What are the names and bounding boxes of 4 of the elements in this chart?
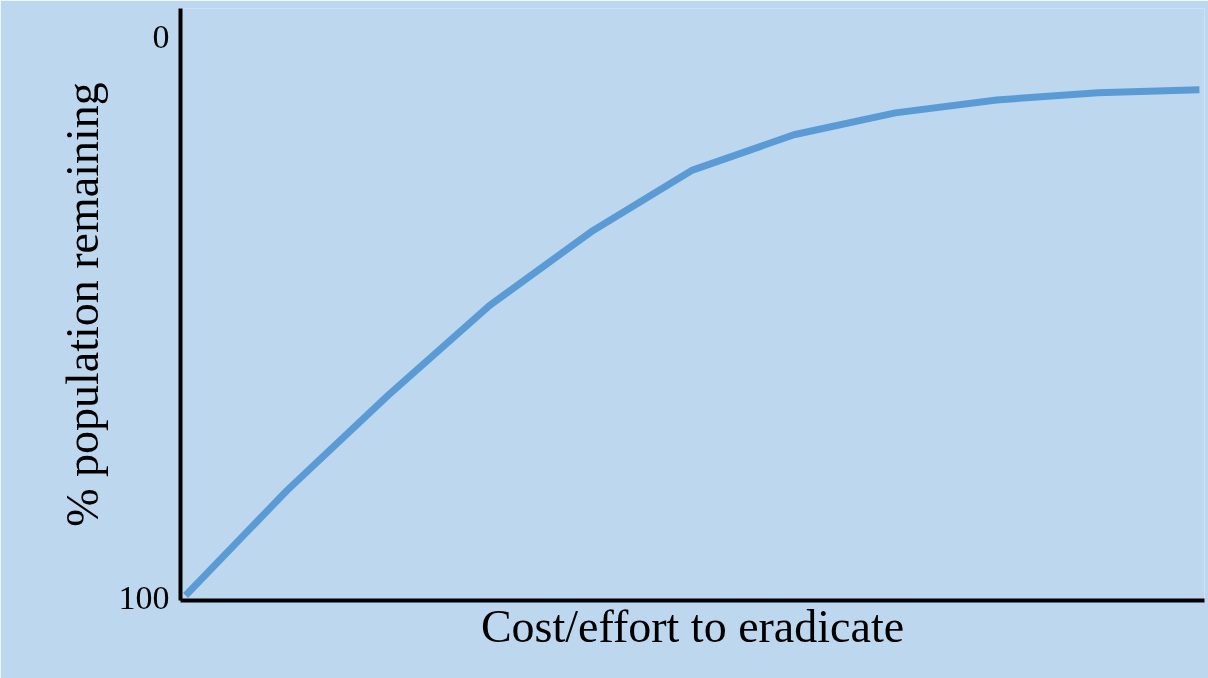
y-tick-label: 0 [152, 17, 170, 55]
y-tick-label: 100 [118, 578, 170, 616]
x-axis-title: Cost/effort to eradicate [480, 600, 905, 652]
y-axis-title: % population remaining [56, 82, 108, 527]
